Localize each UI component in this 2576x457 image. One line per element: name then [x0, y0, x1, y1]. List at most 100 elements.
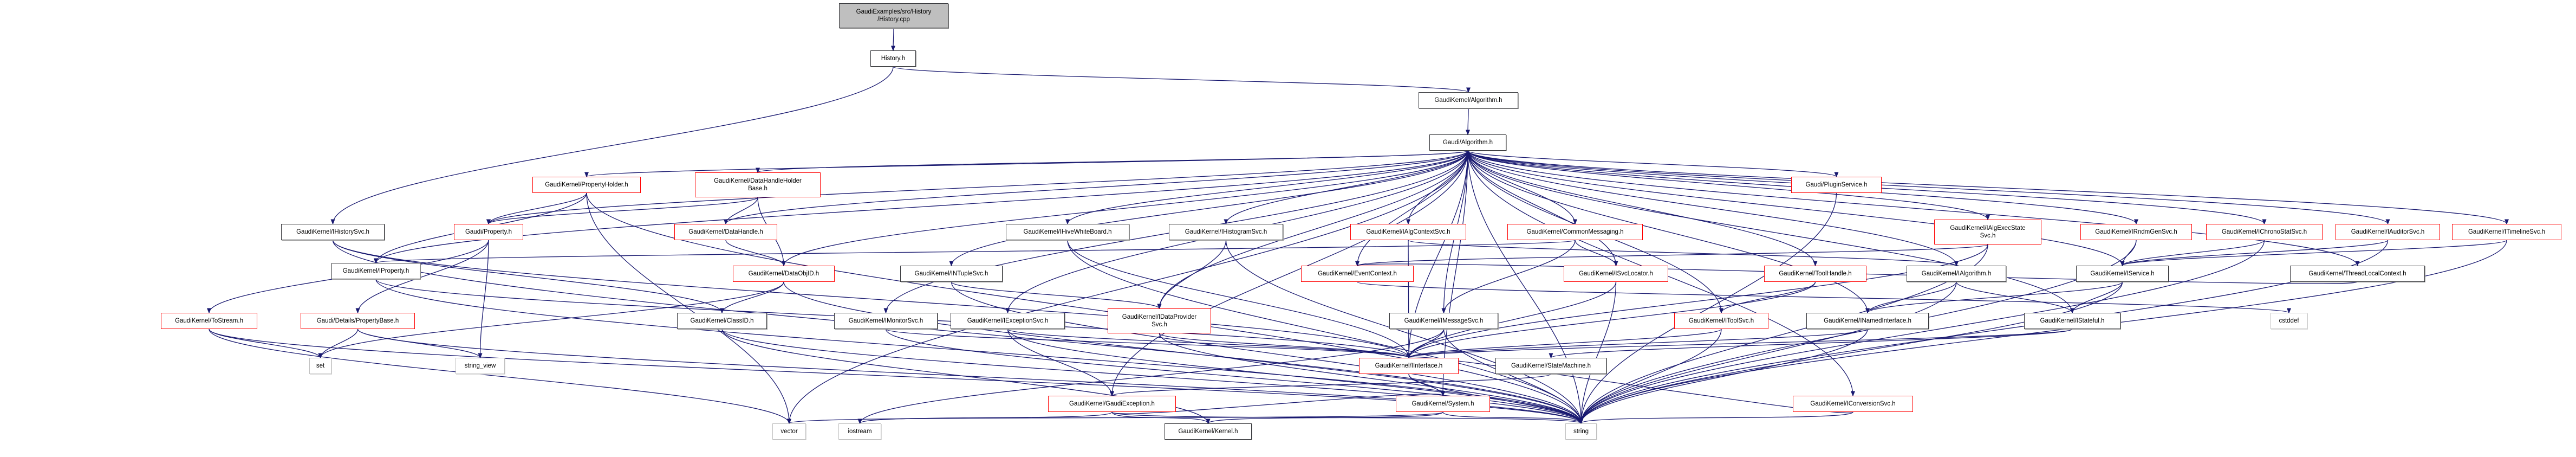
node-toolhandle[interactable]: GaudiKernel/ToolHandle.h — [1764, 266, 1866, 282]
node-ihistorysvc[interactable]: GaudiKernel/IHistorySvc.h — [281, 224, 385, 240]
edge-g_algorithm-to-isvclocator — [1467, 150, 1618, 267]
node-datahandleholderbase[interactable]: GaudiKernel/DataHandleHolder Base.h — [695, 172, 821, 197]
node-iinterface[interactable]: GaudiKernel/IInterface.h — [1359, 358, 1459, 374]
edge-iexceptionsvc-to-string — [1007, 329, 1583, 424]
node-label: set — [316, 362, 325, 369]
edge-ialgorithm-to-inamedinterface — [1865, 281, 1957, 314]
node-dataobjid[interactable]: GaudiKernel/DataObjID.h — [733, 266, 835, 282]
edge-itimelinesvc-to-iservice — [2120, 240, 2507, 267]
edge-isvclocator-to-string — [1579, 281, 1617, 424]
node-tostream[interactable]: GaudiKernel/ToStream.h — [161, 313, 257, 329]
edge-classid-to-kernel — [721, 329, 1211, 424]
node-datahandle[interactable]: GaudiKernel/DataHandle.h — [674, 224, 777, 240]
node-istateful[interactable]: GaudiKernel/IStateful.h — [2024, 313, 2120, 329]
edge-gaudiexception-to-system — [1111, 391, 1445, 414]
node-label: History.h — [881, 55, 906, 62]
edge-g_algorithm-to-itimelinesvc — [1467, 150, 2509, 225]
node-gk-algorithm[interactable]: GaudiKernel/Algorithm.h — [1419, 92, 1518, 108]
node-label: GaudiKernel/IChronoStatSvc.h — [2221, 228, 2307, 235]
edge-g_algorithm-to-ihistogramsvc — [1224, 150, 1468, 225]
node-label: GaudiKernel/StateMachine.h — [1511, 362, 1591, 369]
node-label: cstddef — [2279, 317, 2299, 324]
node-label: GaudiKernel/INamedInterface.h — [1824, 317, 1911, 324]
node-ihivewhiteboard[interactable]: GaudiKernel/IHiveWhiteBoard.h — [1006, 224, 1129, 240]
node-iconversionsvc[interactable]: GaudiKernel/IConversionSvc.h — [1793, 396, 1913, 412]
edge-g_algorithm-to-vector — [787, 150, 1468, 424]
node-system[interactable]: GaudiKernel/System.h — [1396, 396, 1490, 412]
node-itoolsvc[interactable]: GaudiKernel/IToolSvc.h — [1674, 313, 1768, 329]
node-ialgcontextsvc[interactable]: GaudiKernel/IAlgContextSvc.h — [1350, 224, 1466, 240]
node-history-h[interactable]: History.h — [870, 50, 916, 67]
edge-ihistorysvc-to-iinterface — [332, 240, 1411, 359]
node-imessagesvc[interactable]: GaudiKernel/IMessageSvc.h — [1389, 313, 1498, 329]
edge-system-to-kernel — [1206, 411, 1443, 424]
node-label: GaudiKernel/ThreadLocalContext.h — [2308, 270, 2406, 277]
node-irndmgensvc[interactable]: GaudiKernel/IRndmGenSvc.h — [2080, 224, 2192, 240]
node-history-cpp: GaudiExamples/src/History /History.cpp — [839, 3, 948, 28]
node-label: GaudiKernel/ISvcLocator.h — [1579, 270, 1653, 277]
node-propertyholder[interactable]: GaudiKernel/PropertyHolder.h — [532, 177, 641, 193]
node-iservice[interactable]: GaudiKernel/IService.h — [2076, 266, 2169, 282]
node-gaudiexception[interactable]: GaudiKernel/GaudiException.h — [1048, 396, 1176, 412]
edge-history_h-to-ihistorysvc — [330, 66, 894, 225]
node-label: Gaudi/Algorithm.h — [1442, 139, 1493, 146]
node-idataprovidersvc[interactable]: GaudiKernel/IDataProvider Svc.h — [1108, 308, 1211, 333]
edge-statemachine-to-gaudiexception — [1110, 374, 1552, 397]
node-g-algorithm[interactable]: Gaudi/Algorithm.h — [1429, 134, 1506, 151]
node-ichronostatsvc[interactable]: GaudiKernel/IChronoStatSvc.h — [2206, 224, 2323, 240]
node-label: GaudiKernel/IDataProvider Svc.h — [1122, 313, 1197, 328]
node-intuplesvc[interactable]: GaudiKernel/INTupleSvc.h — [900, 266, 1003, 282]
node-imonitorsvc[interactable]: GaudiKernel/IMonitorSvc.h — [834, 313, 938, 329]
edge-ialgorithm-to-string — [1579, 281, 1957, 424]
node-itimelinesvc[interactable]: GaudiKernel/ITimelineSvc.h — [2452, 224, 2561, 240]
edge-g_algorithm-to-g_property — [486, 150, 1468, 225]
edge-dataobjid-to-string — [783, 281, 1583, 424]
edge-g_algorithm-to-istateful — [1467, 150, 2074, 314]
edge-iservice-to-inamedinterface — [1865, 281, 2123, 314]
edge-ialgexecstatesvc-to-iinterface — [1407, 244, 1988, 359]
node-iproperty[interactable]: GaudiKernel/IProperty.h — [331, 263, 420, 279]
node-label: GaudiKernel/INTupleSvc.h — [914, 270, 988, 277]
edge-iconversionsvc-to-string — [1579, 411, 1853, 424]
edge-g_algorithm-to-iservice — [1467, 150, 2125, 267]
node-statemachine[interactable]: GaudiKernel/StateMachine.h — [1495, 358, 1606, 374]
node-kernel[interactable]: GaudiKernel/Kernel.h — [1165, 423, 1252, 440]
node-pluginservice[interactable]: Gaudi/PluginService.h — [1791, 177, 1882, 193]
edge-system-to-vector — [787, 411, 1443, 424]
node-eventcontext[interactable]: GaudiKernel/EventContext.h — [1301, 266, 1414, 282]
node-label: GaudiKernel/DataHandle.h — [688, 228, 763, 235]
node-ialgexecstatesvc[interactable]: GaudiKernel/IAlgExecState Svc.h — [1934, 220, 2041, 244]
edge-toolhandle-to-iinterface — [1407, 281, 1816, 359]
edge-itoolsvc-to-string — [1579, 329, 1722, 424]
node-ihistogramsvc[interactable]: GaudiKernel/IHistogramSvc.h — [1169, 224, 1283, 240]
node-label: GaudiKernel/ToolHandle.h — [1779, 270, 1852, 277]
node-label: GaudiKernel/IService.h — [2090, 270, 2155, 277]
node-label: GaudiKernel/IAuditorSvc.h — [2351, 228, 2425, 235]
node-label: vector — [780, 428, 798, 435]
node-propertybase[interactable]: Gaudi/Details/PropertyBase.h — [301, 313, 415, 329]
node-commonmessaging[interactable]: GaudiKernel/CommonMessaging.h — [1507, 224, 1643, 240]
edge-propertybase-to-set_node — [318, 329, 359, 359]
node-label: GaudiKernel/IAlgContextSvc.h — [1366, 228, 1450, 235]
node-label: GaudiKernel/IConversionSvc.h — [1810, 400, 1896, 407]
edge-commonmessaging-to-imessagesvc — [1441, 240, 1576, 314]
edge-imonitorsvc-to-iinterface — [885, 329, 1411, 359]
node-classid[interactable]: GaudiKernel/ClassID.h — [677, 313, 767, 329]
node-inamedinterface[interactable]: GaudiKernel/INamedInterface.h — [1806, 313, 1929, 329]
node-isvclocator[interactable]: GaudiKernel/ISvcLocator.h — [1564, 266, 1668, 282]
edge-g_algorithm-to-idataprovidersvc — [1157, 150, 1468, 310]
node-string-view: string_view — [456, 358, 505, 374]
node-label: GaudiKernel/Algorithm.h — [1434, 96, 1502, 104]
edge-system-to-string — [1442, 411, 1583, 424]
node-threadlocalcontext[interactable]: GaudiKernel/ThreadLocalContext.h — [2290, 266, 2425, 282]
node-label: GaudiKernel/DataHandleHolder Base.h — [714, 177, 802, 192]
node-g-property[interactable]: Gaudi/Property.h — [454, 224, 523, 240]
edge-ichronostatsvc-to-iservice — [2120, 240, 2265, 267]
node-iexceptionsvc[interactable]: GaudiKernel/IExceptionSvc.h — [951, 313, 1065, 329]
node-iauditorsvc[interactable]: GaudiKernel/IAuditorSvc.h — [2336, 224, 2440, 240]
edge-iexceptionsvc-to-iinterface — [1007, 329, 1411, 359]
node-label: GaudiKernel/IExceptionSvc.h — [967, 317, 1049, 324]
node-label: GaudiKernel/GaudiException.h — [1069, 400, 1155, 407]
node-ialgorithm[interactable]: GaudiKernel/IAlgorithm.h — [1907, 266, 2006, 282]
